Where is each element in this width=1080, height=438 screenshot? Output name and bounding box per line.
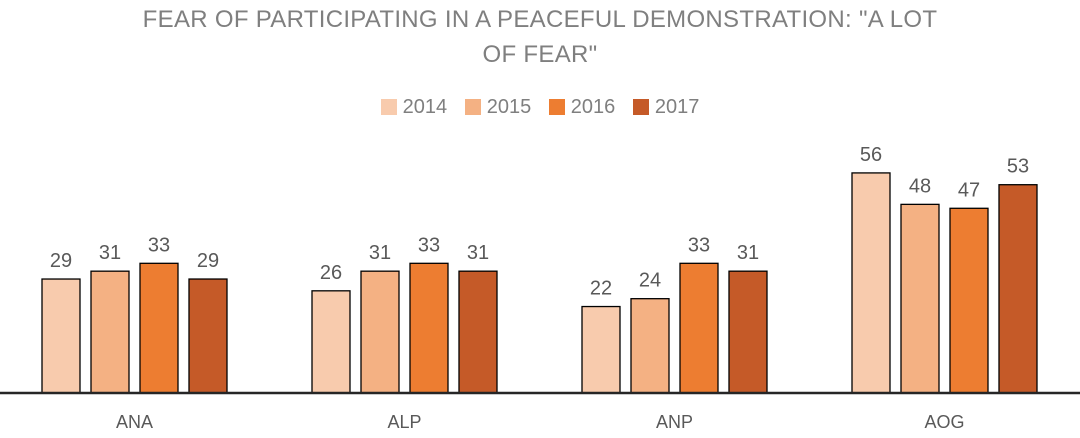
data-label-alp-2015: 31 bbox=[369, 242, 391, 264]
legend-item-2015: 2015 bbox=[464, 96, 532, 119]
legend-item-2017: 2017 bbox=[632, 96, 700, 119]
bar-alp-2016 bbox=[409, 262, 449, 394]
data-label-aog-2017: 53 bbox=[1007, 156, 1029, 178]
legend-swatch-2016 bbox=[548, 99, 565, 116]
data-label-anp-2015: 24 bbox=[639, 270, 661, 292]
chart-title-line-2: OF FEAR" bbox=[482, 41, 598, 68]
data-label-ana-2014: 29 bbox=[50, 250, 72, 272]
legend-swatch-2014 bbox=[380, 99, 397, 116]
legend-label-2017: 2017 bbox=[654, 96, 700, 119]
bar-alp-2015 bbox=[360, 270, 400, 394]
data-label-ana-2015: 31 bbox=[99, 242, 121, 264]
bar-ana-2017 bbox=[188, 278, 228, 394]
legend-label-2014: 2014 bbox=[402, 96, 448, 119]
legend-swatch-2017 bbox=[632, 99, 649, 116]
chart-title-line-1: FEAR OF PARTICIPATING IN A PEACEFUL DEMO… bbox=[142, 6, 938, 33]
legend-item-2016: 2016 bbox=[548, 96, 616, 119]
bar-aog-2015 bbox=[900, 203, 940, 394]
bar-anp-2017 bbox=[728, 270, 768, 394]
legend-swatch-2015 bbox=[464, 99, 481, 116]
data-label-aog-2014: 56 bbox=[860, 144, 882, 166]
bar-ana-2016 bbox=[139, 262, 179, 394]
legend-label-2016: 2016 bbox=[570, 96, 616, 119]
data-label-anp-2016: 33 bbox=[688, 234, 710, 256]
data-label-anp-2014: 22 bbox=[590, 278, 612, 300]
data-label-ana-2017: 29 bbox=[197, 250, 219, 272]
legend-label-2015: 2015 bbox=[486, 96, 532, 119]
data-label-alp-2016: 33 bbox=[418, 234, 440, 256]
bar-alp-2014 bbox=[311, 290, 351, 394]
data-label-anp-2017: 31 bbox=[737, 242, 759, 264]
bar-aog-2017 bbox=[998, 184, 1038, 394]
data-label-alp-2017: 31 bbox=[467, 242, 489, 264]
bar-anp-2014 bbox=[581, 305, 621, 394]
data-label-ana-2016: 33 bbox=[148, 234, 170, 256]
x-tick-label-ana: ANA bbox=[116, 412, 153, 432]
x-tick-label-aog: AOG bbox=[924, 412, 964, 432]
bar-anp-2015 bbox=[630, 298, 670, 394]
data-label-aog-2015: 48 bbox=[909, 175, 931, 197]
legend-item-2014: 2014 bbox=[380, 96, 448, 119]
x-tick-label-alp: ALP bbox=[387, 412, 421, 432]
chart-legend: 2014 2015 2016 2017 bbox=[0, 96, 1080, 119]
bar-anp-2016 bbox=[679, 262, 719, 394]
bar-alp-2017 bbox=[458, 270, 498, 394]
x-tick-label-anp: ANP bbox=[656, 412, 693, 432]
chart-title: FEAR OF PARTICIPATING IN A PEACEFUL DEMO… bbox=[0, 2, 1080, 72]
bar-aog-2016 bbox=[949, 207, 989, 394]
data-label-alp-2014: 26 bbox=[320, 262, 342, 284]
bar-ana-2015 bbox=[90, 270, 130, 394]
bar-ana-2014 bbox=[41, 278, 81, 394]
bar-aog-2014 bbox=[851, 172, 891, 394]
data-label-aog-2016: 47 bbox=[958, 179, 980, 201]
